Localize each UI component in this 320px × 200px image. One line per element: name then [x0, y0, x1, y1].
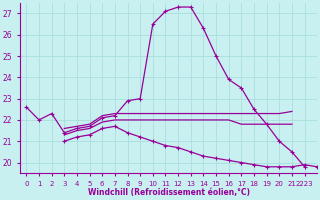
- X-axis label: Windchill (Refroidissement éolien,°C): Windchill (Refroidissement éolien,°C): [88, 188, 250, 197]
